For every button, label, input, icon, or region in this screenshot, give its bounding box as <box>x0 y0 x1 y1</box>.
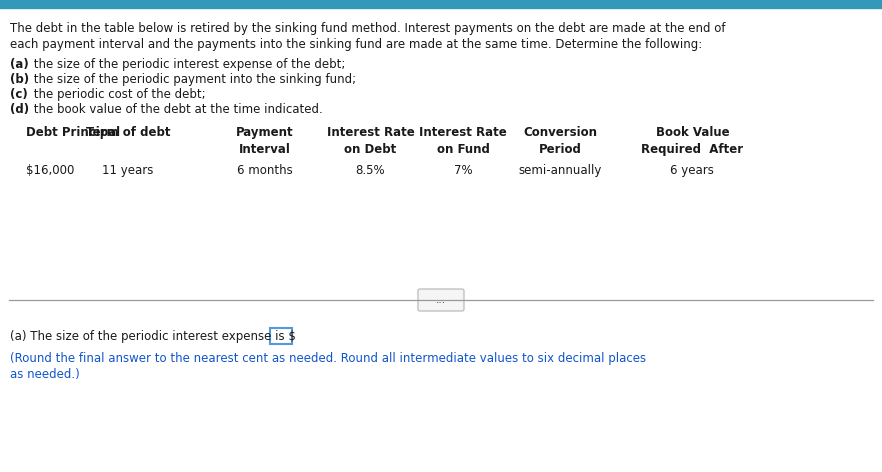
Text: (d): (d) <box>10 103 29 116</box>
Text: 6 months: 6 months <box>236 164 293 177</box>
Text: The debt in the table below is retired by the sinking fund method. Interest paym: The debt in the table below is retired b… <box>10 22 726 35</box>
FancyBboxPatch shape <box>270 328 292 344</box>
Text: Conversion
Period: Conversion Period <box>523 126 597 156</box>
Text: as needed.): as needed.) <box>10 368 79 381</box>
Text: (a): (a) <box>10 58 29 71</box>
Text: $16,000: $16,000 <box>26 164 75 177</box>
FancyBboxPatch shape <box>418 289 464 311</box>
Text: Term of debt: Term of debt <box>86 126 170 139</box>
Text: 11 years: 11 years <box>102 164 153 177</box>
Text: the book value of the debt at the time indicated.: the book value of the debt at the time i… <box>30 103 323 116</box>
Text: the periodic cost of the debt;: the periodic cost of the debt; <box>30 88 206 101</box>
Text: Book Value
Required  After: Book Value Required After <box>641 126 744 156</box>
Text: 6 years: 6 years <box>670 164 714 177</box>
Text: the size of the periodic payment into the sinking fund;: the size of the periodic payment into th… <box>30 73 356 86</box>
Text: ...: ... <box>436 295 446 305</box>
Text: Interest Rate
on Debt: Interest Rate on Debt <box>326 126 415 156</box>
Text: Payment
Interval: Payment Interval <box>235 126 294 156</box>
Text: (b): (b) <box>10 73 29 86</box>
Text: Interest Rate
on Fund: Interest Rate on Fund <box>419 126 507 156</box>
Text: each payment interval and the payments into the sinking fund are made at the sam: each payment interval and the payments i… <box>10 38 702 51</box>
Text: (c): (c) <box>10 88 27 101</box>
Text: the size of the periodic interest expense of the debt;: the size of the periodic interest expens… <box>30 58 346 71</box>
Text: (a) The size of the periodic interest expense is $: (a) The size of the periodic interest ex… <box>10 330 295 343</box>
Text: 8.5%: 8.5% <box>355 164 385 177</box>
Text: (Round the final answer to the nearest cent as needed. Round all intermediate va: (Round the final answer to the nearest c… <box>10 352 647 365</box>
Text: 7%: 7% <box>453 164 473 177</box>
Text: Debt Principal: Debt Principal <box>26 126 121 139</box>
Text: semi-annually: semi-annually <box>519 164 602 177</box>
